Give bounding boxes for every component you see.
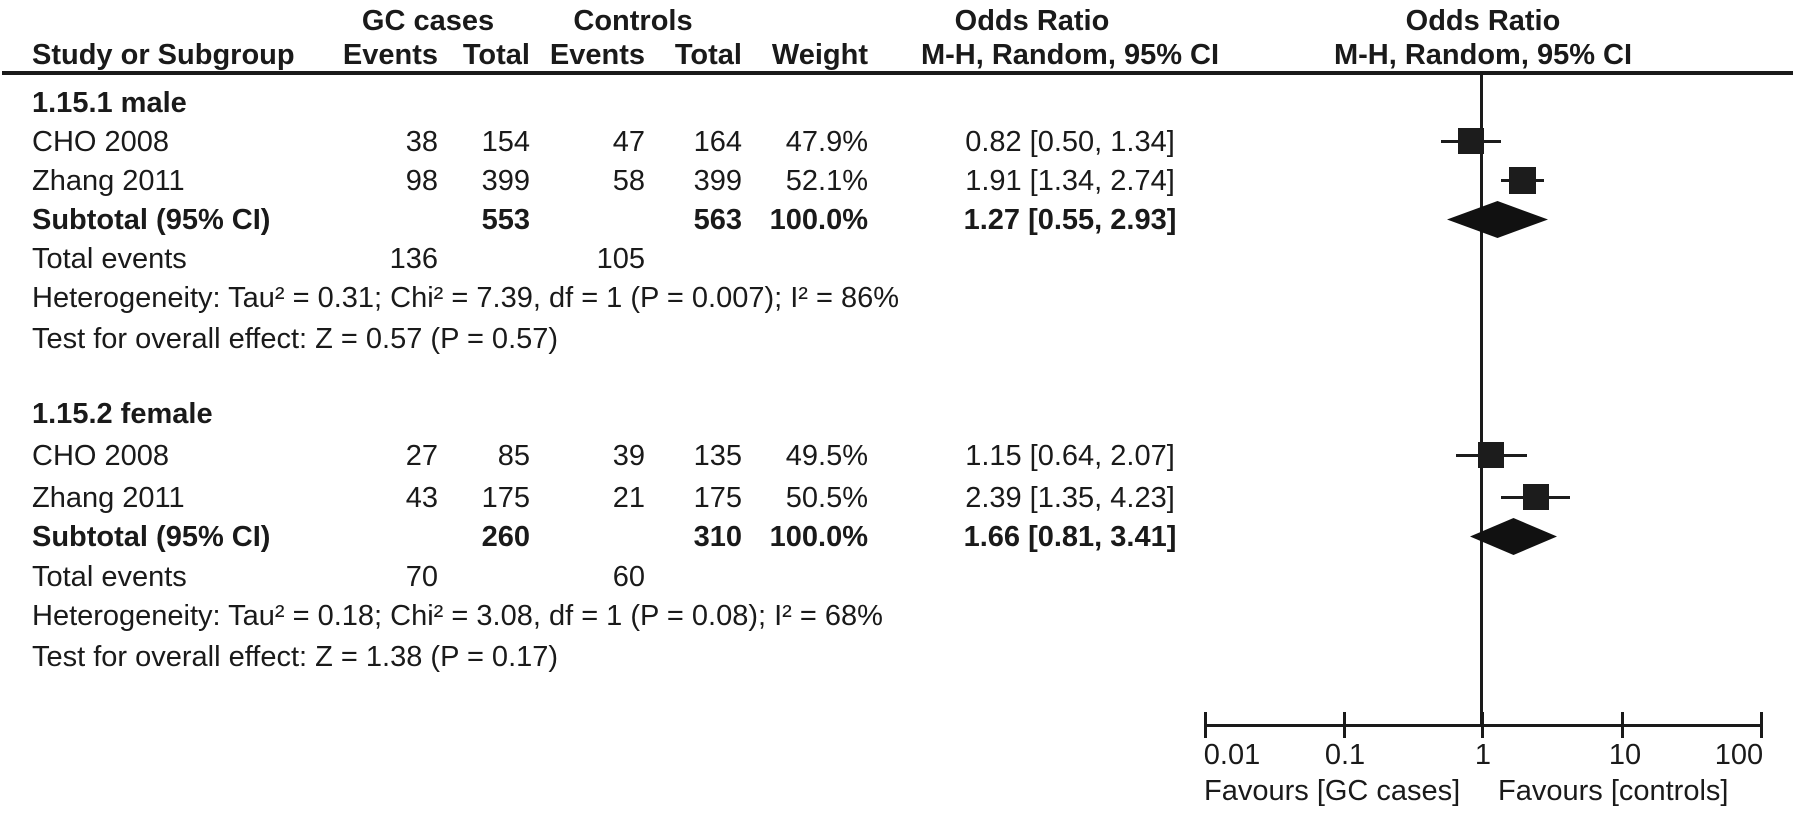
x-axis-label-1: 1 (1474, 739, 1492, 771)
heterogeneity-text-female: Heterogeneity: Tau² = 0.18; Chi² = 3.08,… (32, 600, 883, 632)
forest-square-male-zhang (1509, 167, 1536, 194)
subtotal-or-ci: 1.66 [0.81, 3.41] (963, 521, 1177, 553)
forest-square-female-cho (1478, 442, 1504, 468)
weight-value: 47.9% (785, 126, 868, 158)
total-gc: 399 (481, 165, 530, 197)
subtotal-diamond-male (1447, 201, 1548, 238)
column-header-total-controls: Total (674, 39, 742, 71)
subgroup-label-female: 1.15.2 female (32, 398, 213, 430)
subtotal-or-ci: 1.27 [0.55, 2.93] (963, 204, 1177, 236)
total-gc: 154 (481, 126, 530, 158)
column-header-events-controls: Events (549, 39, 645, 71)
x-axis-line (1205, 724, 1763, 727)
subtotal-total-ctrl: 563 (693, 204, 742, 236)
study-name: CHO 2008 (32, 440, 170, 472)
events-ctrl: 39 (612, 440, 645, 472)
total-events-label: Total events (32, 243, 187, 275)
or-ci-value: 1.91 [1.34, 2.74] (965, 165, 1175, 197)
x-axis-label-0.1: 0.1 (1324, 739, 1366, 771)
events-gc: 27 (405, 440, 438, 472)
events-ctrl: 58 (612, 165, 645, 197)
subgroup-label-male: 1.15.1 male (32, 87, 187, 119)
subtotal-weight: 100.0% (769, 204, 868, 236)
total-ctrl: 175 (693, 482, 742, 514)
weight-value: 49.5% (785, 440, 868, 472)
weight-value: 50.5% (785, 482, 868, 514)
total-events-ctrl: 60 (612, 561, 645, 593)
x-axis-label-100: 100 (1714, 739, 1764, 771)
events-ctrl: 21 (612, 482, 645, 514)
total-events-gc: 70 (405, 561, 438, 593)
column-header-ci-right: M-H, Random, 95% CI (1333, 39, 1633, 71)
x-axis-tick-1 (1481, 712, 1484, 738)
column-header-weight: Weight (771, 39, 868, 71)
events-ctrl: 47 (612, 126, 645, 158)
column-group-gc-cases: GC cases (361, 5, 495, 37)
x-axis-label-0.01: 0.01 (1203, 739, 1261, 771)
study-name: Zhang 2011 (32, 165, 185, 197)
null-effect-line (1480, 75, 1483, 726)
heterogeneity-text-male: Heterogeneity: Tau² = 0.31; Chi² = 7.39,… (32, 282, 900, 314)
overall-effect-text-male: Test for overall effect: Z = 0.57 (P = 0… (32, 323, 559, 355)
odds-ratio-heading-left: Odds Ratio (954, 5, 1110, 37)
favours-right-label: Favours [controls] (1498, 775, 1729, 807)
total-gc: 85 (497, 440, 530, 472)
column-group-controls: Controls (573, 5, 693, 37)
x-axis-tick-0.1 (1343, 712, 1346, 738)
subtotal-weight: 100.0% (769, 521, 868, 553)
or-ci-value: 0.82 [0.50, 1.34] (965, 126, 1175, 158)
total-events-ctrl: 105 (596, 243, 645, 275)
column-header-total-gc: Total (462, 39, 530, 71)
or-ci-value: 2.39 [1.35, 4.23] (965, 482, 1175, 514)
study-name: CHO 2008 (32, 126, 170, 158)
header-divider-line (2, 71, 1793, 75)
or-ci-value: 1.15 [0.64, 2.07] (965, 440, 1175, 472)
x-axis-label-10: 10 (1608, 739, 1642, 771)
forest-square-male-cho (1458, 128, 1484, 154)
total-events-gc: 136 (389, 243, 438, 275)
x-axis-tick-100 (1760, 712, 1763, 738)
column-header-events-gc: Events (342, 39, 438, 71)
subtotal-total-gc: 260 (481, 521, 530, 553)
events-gc: 98 (405, 165, 438, 197)
favours-left-label: Favours [GC cases] (1204, 775, 1461, 807)
subtotal-diamond-female (1470, 518, 1557, 555)
subtotal-label: Subtotal (95% CI) (32, 204, 271, 236)
events-gc: 43 (405, 482, 438, 514)
total-ctrl: 164 (693, 126, 742, 158)
subtotal-label: Subtotal (95% CI) (32, 521, 271, 553)
subtotal-total-ctrl: 310 (693, 521, 742, 553)
total-ctrl: 135 (693, 440, 742, 472)
x-axis-tick-10 (1621, 712, 1624, 738)
odds-ratio-heading-right: Odds Ratio (1405, 5, 1561, 37)
total-ctrl: 399 (693, 165, 742, 197)
events-gc: 38 (405, 126, 438, 158)
subtotal-total-gc: 553 (481, 204, 530, 236)
forest-square-female-zhang (1523, 484, 1549, 510)
x-axis-tick-0.01 (1204, 712, 1207, 738)
weight-value: 52.1% (785, 165, 868, 197)
total-events-label: Total events (32, 561, 187, 593)
column-header-study: Study or Subgroup (32, 39, 295, 71)
overall-effect-text-female: Test for overall effect: Z = 1.38 (P = 0… (32, 641, 559, 673)
column-header-ci-left: M-H, Random, 95% CI (920, 39, 1220, 71)
total-gc: 175 (481, 482, 530, 514)
study-name: Zhang 2011 (32, 482, 185, 514)
